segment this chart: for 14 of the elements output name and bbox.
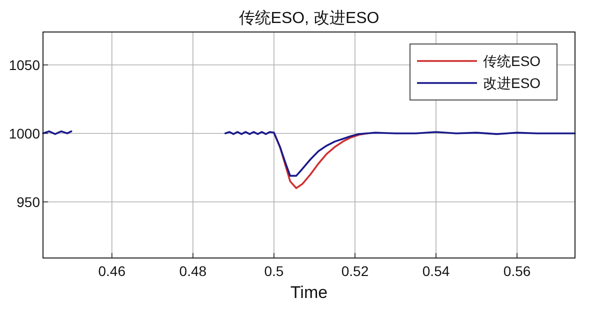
x-tick-label: 0.5: [264, 263, 284, 279]
legend-label: 传统ESO: [483, 53, 541, 69]
x-tick-label: 0.46: [98, 263, 126, 279]
y-tick-label: 950: [16, 194, 40, 210]
x-tick-label: 0.56: [503, 263, 531, 279]
y-tick-label: 1000: [8, 125, 40, 142]
line-series: [224, 131, 576, 177]
x-axis-title: Time: [290, 283, 328, 302]
y-tick-label: 1050: [8, 56, 40, 73]
chart-title: 传统ESO, 改进ESO: [238, 9, 380, 27]
x-tick-label: 0.48: [179, 263, 207, 279]
x-tick-label: 0.52: [341, 263, 369, 279]
legend-label: 改进ESO: [483, 75, 541, 91]
x-tick-label: 0.54: [422, 263, 450, 279]
